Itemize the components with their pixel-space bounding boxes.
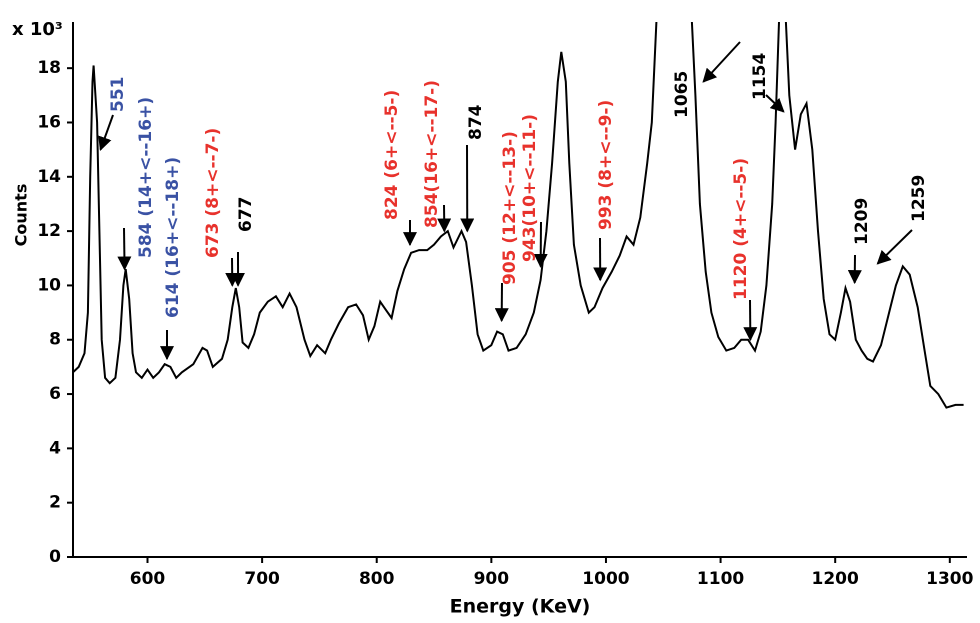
x-tick-label: 800 [359,569,395,589]
y-axis-label: Counts [12,184,31,247]
annotation-label: 677 [236,197,256,233]
spectrum-line [73,22,964,409]
x-tick-label: 1300 [926,569,973,589]
y-tick-label: 2 [49,493,61,513]
annotation-label: 943(10+<--11-) [520,114,540,262]
y-tick-label: 16 [37,112,61,132]
annotation-label: 854(16+<--17-) [422,80,442,228]
y-tick-label: 6 [49,384,61,404]
annotation-label: 824 (6+<--5-) [382,90,402,220]
annotation-arrow [117,227,132,271]
y-tick-label: 12 [37,221,61,241]
annotation-arrow [765,94,785,113]
x-tick-label: 1000 [582,569,629,589]
y-tick-label: 0 [49,547,61,567]
x-axis-label: Energy (KeV) [450,596,591,618]
y-tick-label: 4 [49,438,61,458]
x-tick-label: 600 [130,569,166,589]
y-multiplier: x 10³ [12,19,63,40]
annotation-label: 584 (14+<--16+) [136,97,156,258]
y-tick-label: 10 [37,275,61,295]
y-tick-label: 18 [37,58,61,78]
annotation-arrow [98,114,114,151]
x-tick-label: 1100 [697,569,744,589]
annotation-label: 1065 [672,71,692,118]
annotation-arrow [702,41,741,83]
y-tick-label: 14 [37,167,61,187]
annotation-label: 614 (16+<--18+) [163,157,183,318]
x-tick-label: 700 [244,569,280,589]
annotation-arrow [876,229,913,265]
y-tick-label: 8 [49,330,61,350]
annotation-label: 993 (8+<--9-) [596,100,616,230]
x-tick-label: 900 [474,569,510,589]
annotation-label: 1154 [750,53,770,100]
annotation-label: 673 (8+<--7-) [203,128,223,258]
annotation-label: 874 [466,104,486,140]
x-tick-label: 1200 [812,569,859,589]
annotation-label: 1120 (4+<--5-) [731,158,751,300]
annotation-label: 905 (12+<--13-) [500,131,520,285]
annotation-label: 1259 [909,175,929,222]
annotation-label: 551 [108,77,128,113]
annotation-label: 1209 [852,198,872,245]
